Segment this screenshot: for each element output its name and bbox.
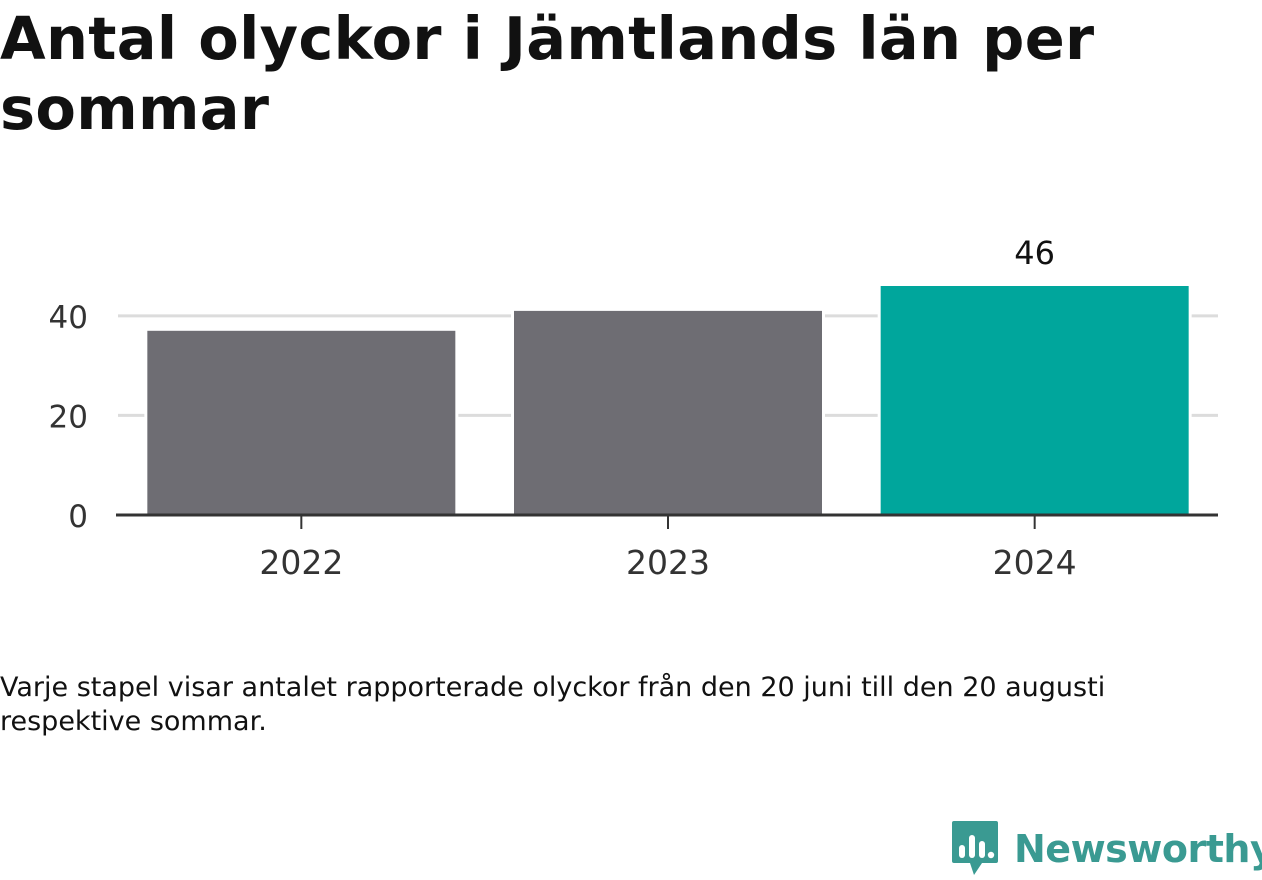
x-tick-label: 2024 bbox=[993, 543, 1077, 582]
y-tick-label: 40 bbox=[49, 300, 88, 336]
chart-caption: Varje stapel visar antalet rapporterade … bbox=[0, 672, 1106, 737]
labels: 0 20 40 2022 2023 2024 46 bbox=[49, 234, 1077, 582]
y-tick-label: 0 bbox=[68, 499, 88, 535]
bar bbox=[147, 330, 456, 515]
x-tick-label: 2022 bbox=[259, 543, 343, 582]
newsworthy-logo: Newsworthy bbox=[950, 818, 1262, 880]
bars bbox=[144, 283, 1192, 515]
bar bbox=[880, 286, 1189, 515]
brand-name: Newsworthy bbox=[1014, 827, 1262, 871]
chart-title: Antal olyckor i Jämtlands län per sommar bbox=[0, 4, 1095, 143]
bar-chart: 0 20 40 2022 2023 2024 46 bbox=[49, 234, 1218, 582]
newsworthy-icon bbox=[952, 821, 998, 875]
axes bbox=[116, 513, 1218, 529]
bar bbox=[514, 310, 822, 515]
data-label: 46 bbox=[1014, 234, 1055, 272]
x-tick-label: 2023 bbox=[626, 543, 710, 582]
y-tick-label: 20 bbox=[49, 399, 88, 435]
